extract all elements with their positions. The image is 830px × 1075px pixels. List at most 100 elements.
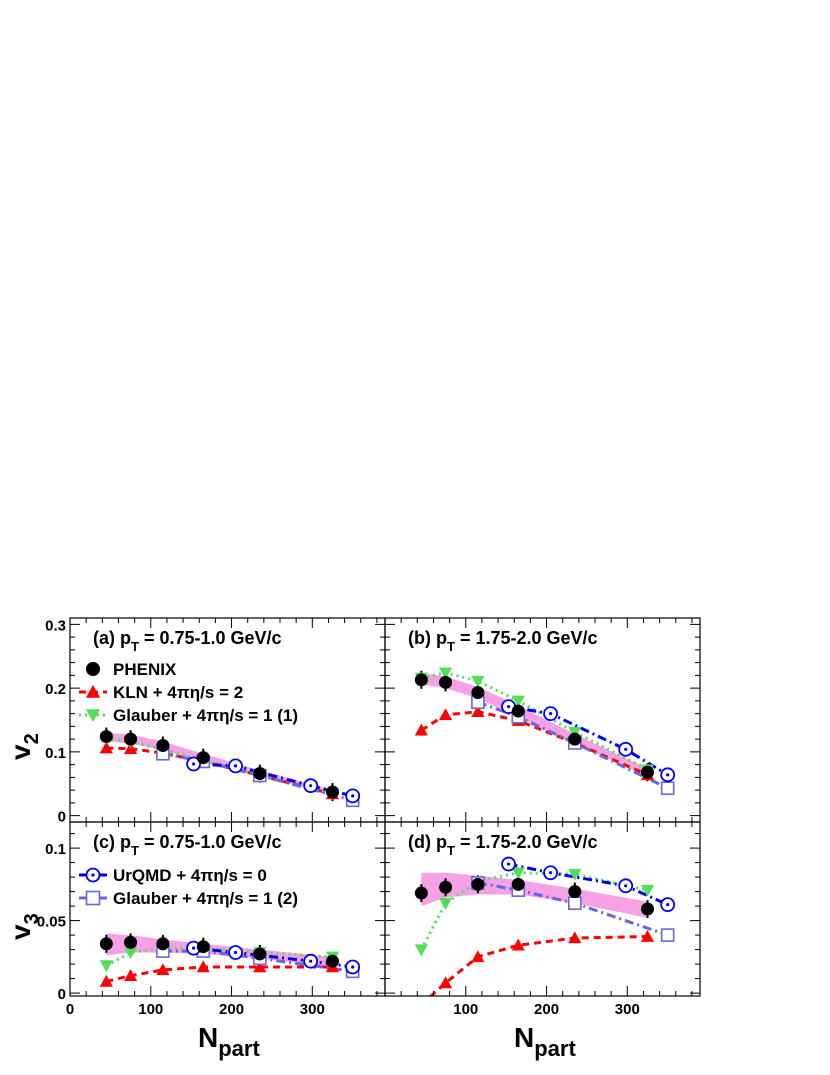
- panel-c: 0 0.05 0.1 0 100 200 300 (c) pT = 0.75-1.0 GeV/…: [37, 821, 386, 1018]
- data-point-urqmd-dot: [309, 784, 313, 788]
- series-line-glauber1: [420, 871, 648, 951]
- data-point-urqmd-dot: [351, 794, 355, 798]
- panel-title-suffix: = 1.75-2.0 GeV/c: [455, 832, 598, 852]
- data-point-phenix: [156, 937, 170, 951]
- data-point-urqmd-dot: [666, 773, 670, 777]
- data-point-kln: [471, 950, 485, 963]
- panel-title-suffix: = 0.75-1.0 GeV/c: [139, 628, 282, 648]
- data-point-urqmd: [618, 741, 634, 757]
- data-point-urqmd: [660, 767, 676, 783]
- panel-b: (b) pT = 1.75-2.0 GeV/c: [384, 617, 701, 823]
- data-point-urqmd-dot: [191, 762, 196, 766]
- legend-label-glauber2: Glauber + 4πη/s = 1 (2): [113, 889, 298, 908]
- legend-label-kln: KLN + 4πη/s = 2: [113, 683, 243, 702]
- data-point-phenix: [471, 686, 485, 700]
- x-tick-label: 0: [66, 1001, 74, 1018]
- y-tick-label: 0.1: [45, 745, 66, 762]
- data-point-glauber1: [438, 667, 453, 680]
- x-tick-label: 300: [300, 1001, 325, 1018]
- series-line-glauber1: [105, 946, 333, 967]
- data-point-phenix: [326, 785, 339, 799]
- data-point-phenix: [568, 732, 582, 746]
- data-point-kln: [123, 969, 138, 981]
- data-point-urqmd-dot: [233, 764, 238, 768]
- series-line-glauber2: [162, 949, 353, 973]
- data-point-phenix: [196, 940, 210, 954]
- panel-d: 100 200 300 (d) pT = 1.75-2.0 GeV/c: [384, 821, 701, 1018]
- data-point-kln: [511, 938, 525, 951]
- x-tick-label: 100: [453, 1001, 478, 1018]
- data-point-urqmd-dot: [233, 950, 238, 955]
- legend-label-glauber1: Glauber + 4πη/s = 1 (1): [113, 706, 298, 725]
- legend-marker-phenix: [86, 662, 100, 676]
- series-line-kln: [428, 935, 648, 996]
- panel-title-prefix: (d) p: [408, 832, 447, 852]
- data-point-glauber1: [640, 884, 655, 897]
- data-point-urqmd-dot: [191, 946, 196, 950]
- data-point-urqmd: [345, 959, 361, 975]
- legend-top: PHENIX KLN + 4πη/s = 2 Glauber + 4πη/s = 1…: [79, 660, 298, 725]
- series-line-urqmd: [508, 862, 669, 907]
- legend-marker-kln: [85, 684, 101, 698]
- panel-title-prefix: (b) p: [408, 628, 447, 648]
- x-label-sub: part: [218, 1036, 260, 1061]
- data-point-urqmd-dot: [666, 903, 670, 907]
- x-label-sub: part: [534, 1036, 576, 1061]
- data-point-phenix: [253, 947, 267, 961]
- data-point-phenix: [641, 902, 654, 916]
- data-point-urqmd-dot: [351, 965, 355, 969]
- data-point-kln: [156, 963, 170, 976]
- panel-title: (c) pT = 0.75-1.0 GeV/c: [93, 832, 282, 858]
- legend-label-phenix: PHENIX: [113, 660, 177, 679]
- panel-title-suffix: = 0.75-1.0 GeV/c: [139, 832, 282, 852]
- legend-marker-glauber2: [85, 890, 101, 906]
- data-point-glauber2: [660, 928, 675, 942]
- legend-bottom: UrQMD + 4πη/s = 0 Glauber + 4πη/s = 1 (2): [79, 866, 298, 908]
- x-tick-label: 100: [138, 1001, 163, 1018]
- data-point-phenix: [439, 880, 453, 894]
- data-point-kln: [99, 741, 113, 754]
- panel-a: 0 0.1 0.2 0.3 (a) pT = 0.75-1.0 GeV/c: [45, 617, 386, 826]
- data-point-kln: [414, 723, 428, 736]
- x-axis-label-left: Npart: [198, 1022, 260, 1061]
- data-point-glauber1: [471, 675, 485, 688]
- data-point-urqmd: [186, 756, 201, 772]
- plot-area-a: [99, 727, 361, 808]
- legend-marker-glauber1: [85, 709, 101, 723]
- series-line-glauber2: [477, 881, 669, 937]
- data-point-urqmd: [303, 953, 319, 969]
- panel-title: (d) pT = 1.75-2.0 GeV/c: [408, 832, 598, 858]
- series-line-glauber1: [421, 671, 649, 772]
- y-axis-label-v2: v2: [5, 733, 43, 760]
- data-point-glauber2: [660, 781, 675, 796]
- data-point-urqmd-dot: [548, 871, 553, 875]
- data-point-kln: [253, 960, 267, 973]
- data-point-phenix: [568, 885, 582, 899]
- x-label-main: N: [198, 1022, 218, 1053]
- plot-area-c: [99, 933, 361, 987]
- data-point-urqmd-dot: [548, 712, 553, 716]
- y-label-main: v: [5, 744, 36, 760]
- data-point-phenix: [471, 877, 485, 891]
- data-point-glauber1: [438, 897, 453, 910]
- series-line-glauber2: [477, 700, 669, 790]
- series-line-urqmd: [508, 705, 669, 777]
- data-point-urqmd-dot: [624, 747, 628, 751]
- data-point-urqmd-dot: [506, 705, 511, 709]
- data-point-kln: [415, 998, 428, 1010]
- data-point-glauber1: [511, 695, 525, 708]
- data-point-phenix: [156, 739, 170, 752]
- x-tick-label: 200: [534, 1001, 559, 1018]
- data-point-phenix: [641, 765, 654, 779]
- y-label-sub: 2: [21, 733, 43, 744]
- data-point-glauber1: [99, 960, 113, 973]
- data-point-kln: [568, 931, 582, 944]
- data-point-urqmd: [618, 878, 634, 894]
- data-point-phenix: [99, 730, 113, 744]
- x-tick-label: 200: [219, 1001, 244, 1018]
- data-point-glauber1: [511, 867, 525, 880]
- plot-area-b: [414, 667, 676, 796]
- data-point-phenix: [326, 954, 339, 968]
- data-point-kln: [196, 960, 210, 973]
